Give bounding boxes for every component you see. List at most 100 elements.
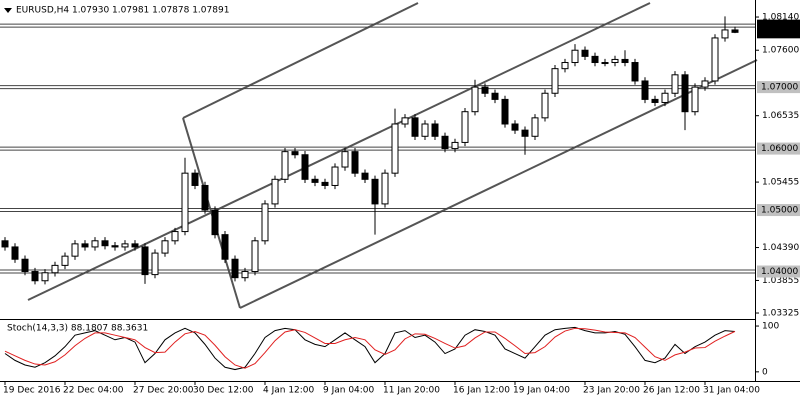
candle-body — [21, 258, 29, 273]
y-tick-label: 1.04390 — [762, 243, 799, 253]
candle-body — [401, 117, 409, 125]
candle-body — [451, 141, 459, 150]
y-tick-label: 1.03855 — [762, 276, 799, 286]
stoch-line — [4, 327, 736, 369]
x-tick-label: 27 Dec 20:00 — [133, 386, 194, 396]
candle-body — [311, 178, 319, 183]
candle-body — [201, 184, 209, 211]
candle-body — [11, 246, 19, 260]
candle-body — [561, 62, 569, 70]
level-label-box — [757, 142, 800, 155]
candle-body — [151, 252, 159, 276]
candle-body — [581, 49, 589, 57]
candle-body — [621, 58, 629, 64]
candle-body — [701, 80, 709, 88]
candle-body — [431, 123, 439, 137]
candle-body — [651, 98, 659, 103]
x-tick-label: 31 Jan 04:00 — [703, 386, 760, 396]
level-label: 1.04000 — [761, 267, 798, 277]
candle-body — [291, 151, 299, 156]
candle-body — [351, 151, 359, 174]
candle-body — [601, 62, 609, 65]
candle-body — [1, 240, 9, 248]
candle-body — [711, 37, 719, 82]
candle-body — [481, 86, 489, 94]
candle-body — [221, 234, 229, 260]
candle-body — [211, 209, 219, 236]
candle-body — [721, 29, 729, 39]
candle-body — [101, 240, 109, 247]
candle-body — [661, 92, 669, 103]
x-tick-label: 11 Jan 20:00 — [383, 386, 440, 396]
price-label-box — [757, 26, 800, 39]
candle-body — [271, 178, 279, 205]
candle-body — [51, 264, 59, 274]
x-tick-label: 22 Dec 04:00 — [63, 386, 124, 396]
candle-body — [161, 240, 169, 254]
x-tick-label: 16 Jan 12:00 — [453, 386, 510, 396]
level-label: 1.06000 — [761, 144, 798, 154]
candle-body — [391, 123, 399, 174]
candle-body — [131, 243, 139, 248]
candle-body — [551, 68, 559, 94]
candle-body — [371, 178, 379, 205]
candle-body — [251, 240, 259, 273]
candle-body — [191, 172, 199, 186]
candle-body — [521, 129, 529, 137]
x-tick-label: 23 Jan 20:00 — [583, 386, 640, 396]
candle-body — [381, 172, 389, 205]
candle-body — [91, 240, 99, 248]
x-tick-label: 19 Dec 2016 — [3, 386, 61, 396]
candle-body — [571, 49, 579, 64]
candle-body — [731, 29, 739, 33]
y-tick-label: 1.08140 — [762, 13, 799, 23]
candle-body — [611, 58, 619, 64]
candle-body — [231, 258, 239, 279]
candle-body — [61, 255, 69, 266]
x-tick-label: 4 Jan 12:00 — [263, 386, 315, 396]
candle-body — [41, 272, 49, 282]
x-tick-label: 19 Jan 04:00 — [513, 386, 570, 396]
candle-body — [471, 86, 479, 113]
channel-line — [239, 59, 758, 309]
candle-body — [511, 123, 519, 131]
y-tick-label: 1.05455 — [762, 178, 799, 188]
collapse-icon[interactable] — [4, 8, 12, 13]
level-label: 1.05000 — [761, 206, 798, 216]
level-label-box — [757, 265, 800, 278]
candle-body — [671, 74, 679, 94]
x-tick-label: 26 Jan 12:00 — [643, 386, 700, 396]
level-label: 1.07000 — [761, 83, 798, 93]
candle-body — [181, 172, 189, 233]
y-tick-label: 1.03325 — [762, 309, 799, 319]
candle-body — [411, 117, 419, 137]
level-label-box — [757, 204, 800, 217]
y-tick-label: 100 — [762, 322, 779, 332]
y-tick-label: 1.06535 — [762, 111, 799, 121]
candle-body — [241, 271, 249, 279]
candle-body — [141, 246, 149, 276]
candle-body — [441, 135, 449, 150]
candle-body — [171, 231, 179, 242]
candle-body — [531, 117, 539, 137]
candle-body — [121, 243, 129, 248]
x-tick-label: 9 Jan 04:00 — [323, 386, 375, 396]
candle-body — [281, 151, 289, 180]
chart-title: EURUSD,H4 1.07930 1.07981 1.07878 1.0789… — [16, 6, 229, 16]
candle-body — [301, 154, 309, 180]
candle-body — [421, 123, 429, 137]
indicator-title: Stoch(14,3,3) 88.1807 88.3631 — [7, 324, 148, 334]
channel-line — [182, 2, 419, 119]
candle-body — [631, 62, 639, 82]
candle-body — [491, 92, 499, 100]
candle-body — [681, 74, 689, 113]
candle-body — [691, 86, 699, 113]
x-tick-label: 30 Dec 12:00 — [193, 386, 254, 396]
candle-body — [501, 98, 509, 125]
y-tick-label: 0 — [762, 367, 768, 377]
candle-body — [541, 92, 549, 119]
level-label-box — [757, 81, 800, 94]
candle-body — [361, 172, 369, 180]
